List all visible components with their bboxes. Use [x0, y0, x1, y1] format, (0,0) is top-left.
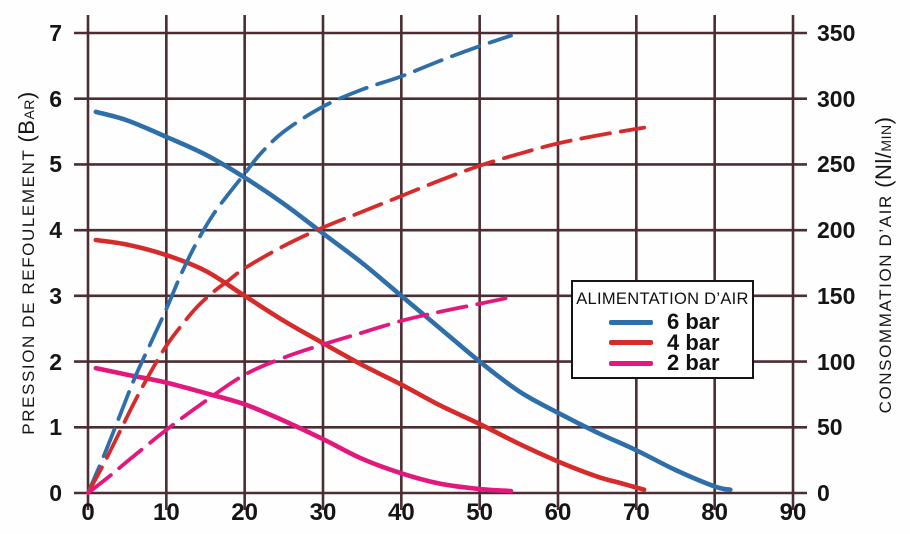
- y-left-axis-title: PRESSION DE REFOULEMENT (BAR): [14, 91, 39, 435]
- y-left-tick-label: 4: [49, 217, 62, 244]
- curve-pression-4-bar: [93, 237, 647, 493]
- y-right-tick-label: 0: [817, 480, 830, 506]
- curve-pression-2-bar: [93, 365, 514, 494]
- curve-pression-6-bar: [93, 109, 733, 493]
- x-tick-label: 70: [622, 499, 650, 526]
- y-left-tick-label: 2: [49, 348, 62, 375]
- legend-label: 2 bar: [667, 350, 720, 376]
- legend-title: ALIMENTATION D’AIR: [576, 290, 749, 308]
- y-right-tick-label: 100: [817, 348, 856, 375]
- curve-consommation-6-bar: [86, 33, 513, 495]
- y-left-tick-label: 0: [49, 480, 62, 506]
- y-right-tick-label: 50: [817, 414, 843, 441]
- x-tick-label: 0: [81, 499, 95, 526]
- x-tick-label: 20: [231, 499, 258, 526]
- legend-item-4-bar: 4 bar: [573, 329, 752, 355]
- legend-item-2-bar: 2 bar: [573, 350, 752, 376]
- x-tick-label: 60: [544, 499, 572, 526]
- y-right-tick-label: 300: [817, 85, 856, 112]
- y-right-tick-label: 350: [817, 20, 856, 46]
- y-left-tick-label: 5: [49, 151, 62, 178]
- y-left-tick-label: 6: [49, 85, 62, 112]
- legend: ALIMENTATION D’AIR 6 bar 4 bar 2 bar: [571, 280, 754, 379]
- x-tick-label: 10: [152, 499, 180, 526]
- y-right-tick-label: 150: [817, 282, 856, 309]
- y-left-tick-label: 3: [49, 282, 62, 309]
- legend-label: 4 bar: [667, 329, 720, 355]
- x-tick-label: 80: [701, 499, 728, 526]
- curve-consommation-4-bar: [86, 125, 647, 495]
- x-tick-label: 50: [466, 499, 493, 526]
- legend-label: 6 bar: [667, 309, 720, 335]
- legend-line-swatch-2-bar: [609, 360, 653, 366]
- legend-item-6-bar: 6 bar: [573, 309, 752, 335]
- x-tick-label: 90: [779, 499, 807, 526]
- x-tick-label: 40: [387, 499, 415, 526]
- legend-line-swatch-4-bar: [609, 340, 653, 346]
- legend-entries: 6 bar 4 bar 2 bar: [573, 309, 752, 376]
- y-right-tick-label: 200: [817, 217, 856, 244]
- y-right-tick-label: 250: [817, 151, 856, 178]
- curve-consommation-2-bar: [86, 295, 513, 495]
- legend-line-swatch-6-bar: [609, 319, 653, 325]
- y-left-tick-label: 1: [49, 414, 62, 441]
- y-left-tick-label: 7: [49, 20, 62, 46]
- x-tick-label: 30: [309, 499, 337, 526]
